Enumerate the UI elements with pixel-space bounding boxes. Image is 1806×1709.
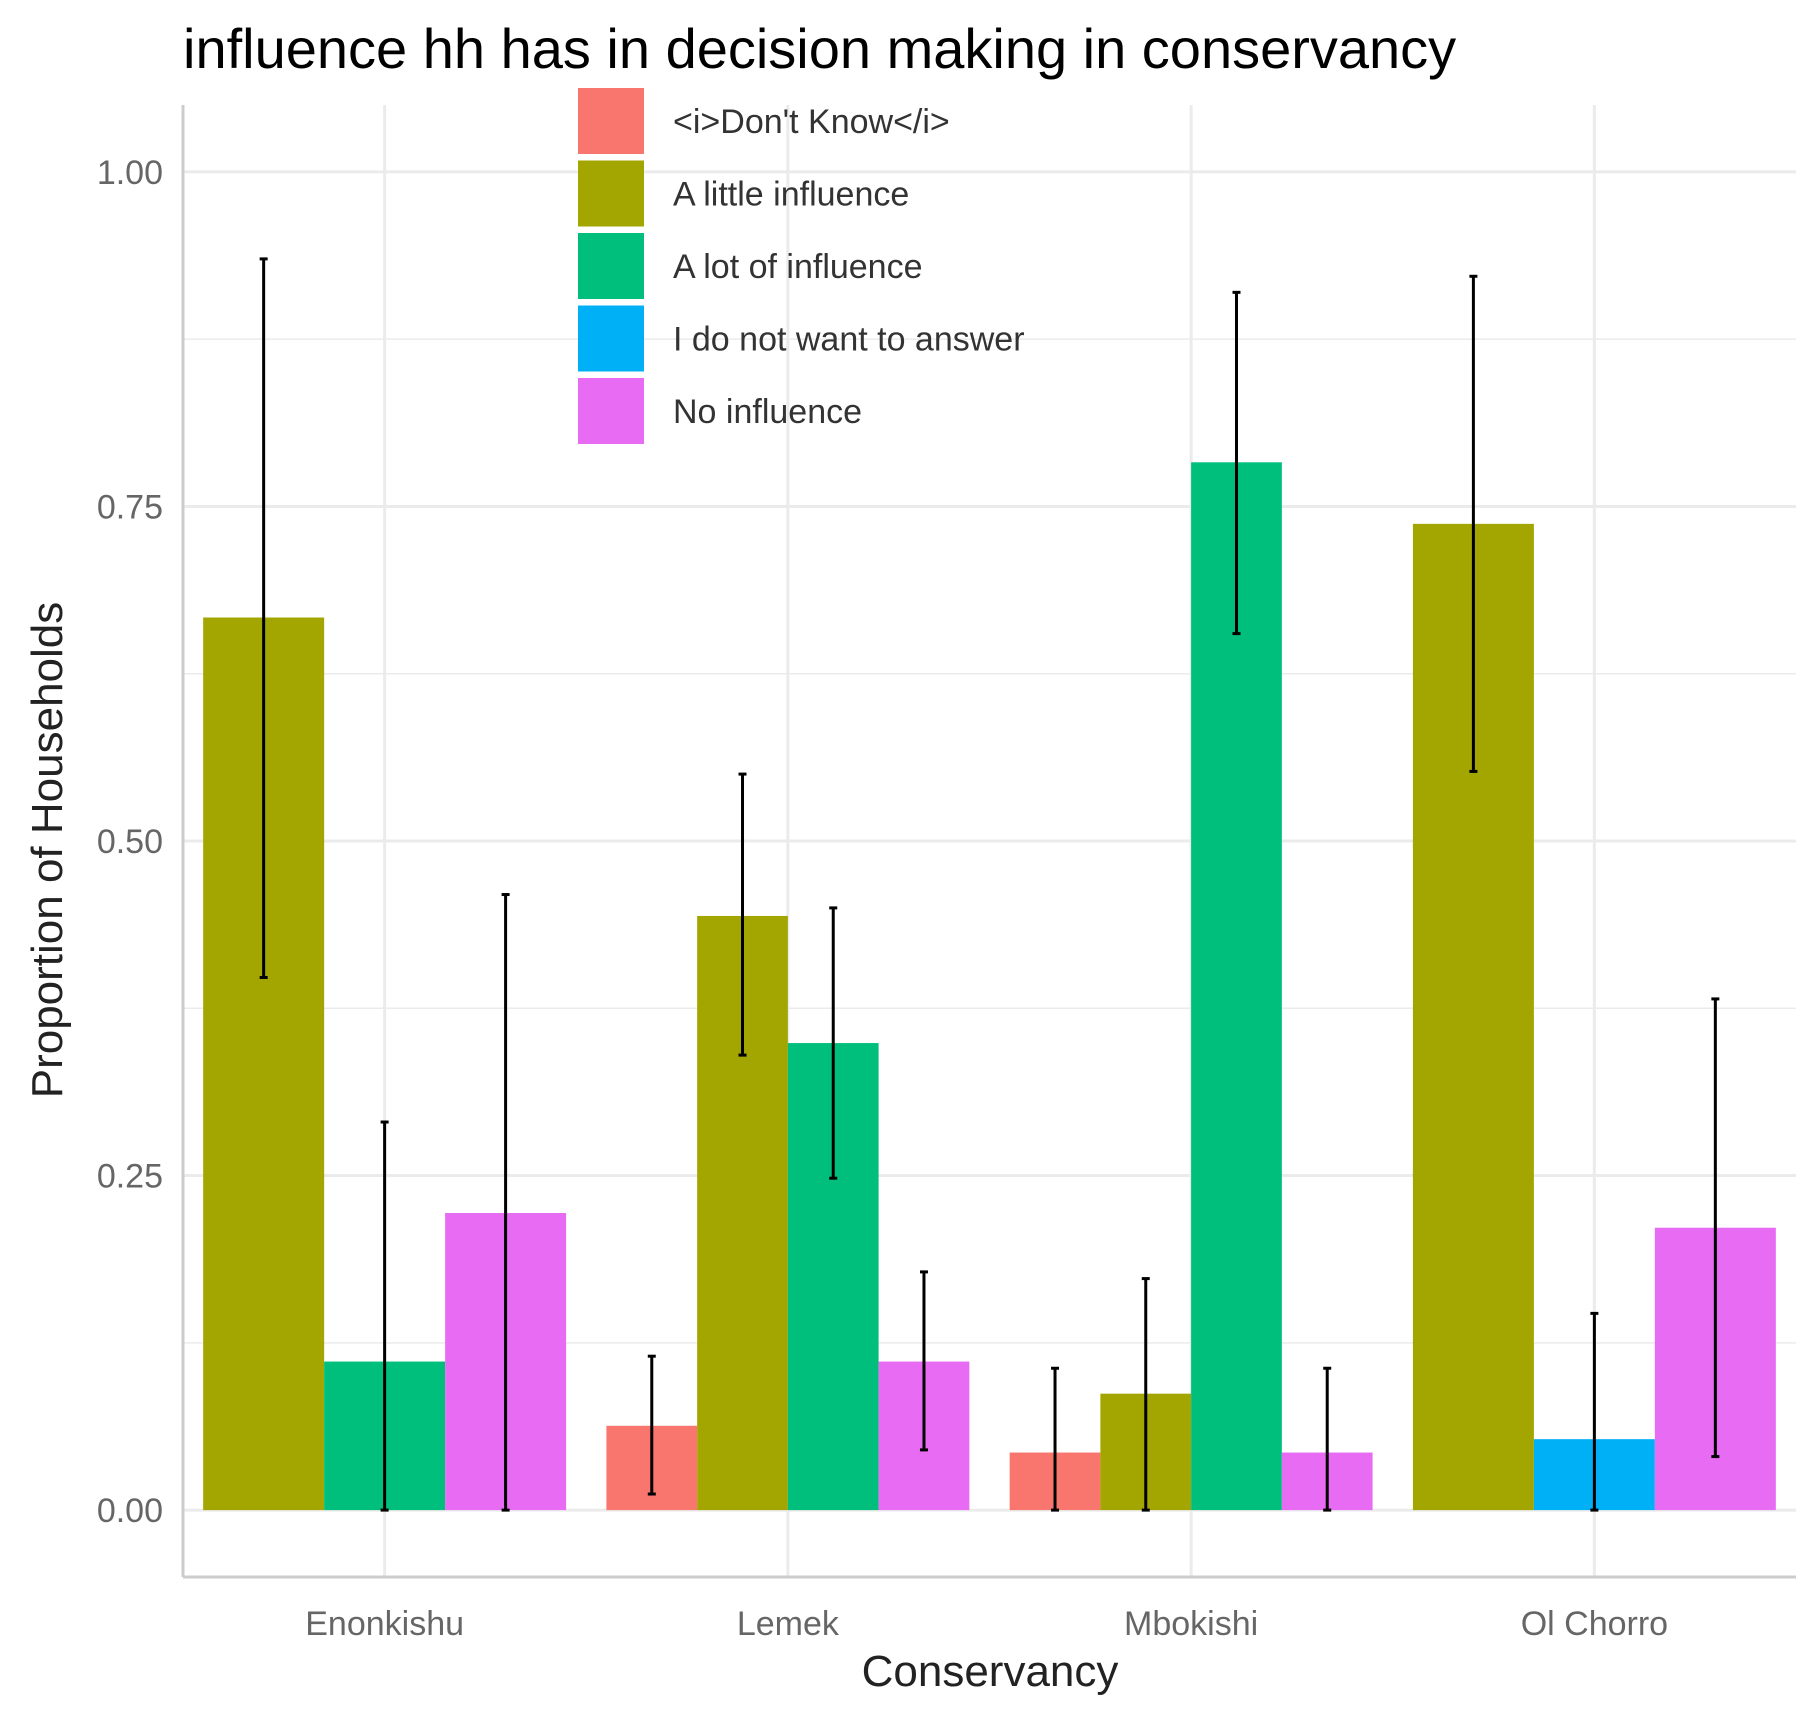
bar xyxy=(1191,462,1282,1511)
legend-label: No influence xyxy=(673,393,862,431)
legend-key xyxy=(578,378,644,444)
x-tick-label: Mbokishi xyxy=(1124,1605,1258,1643)
legend: <i>Don't Know</i> A little influence A lot… xyxy=(578,88,1025,444)
x-tick-label: Ol Chorro xyxy=(1521,1605,1668,1643)
y-tick-label: 1.00 xyxy=(97,154,163,192)
legend-label: I do not want to answer xyxy=(673,321,1025,359)
x-tick-label: Enonkishu xyxy=(305,1605,464,1643)
y-axis-title: Proportion of Households xyxy=(23,602,72,1099)
y-tick-label: 0.75 xyxy=(97,488,163,526)
axes: 0.00 0.25 0.50 0.75 1.00 Enonkishu Lemek Mbokis… xyxy=(97,105,1796,1643)
legend-key xyxy=(578,233,644,299)
x-tick-label: Lemek xyxy=(737,1605,840,1643)
y-tick-label: 0.25 xyxy=(97,1158,163,1196)
error-bars xyxy=(259,257,1720,1512)
y-tick-label: 0.00 xyxy=(97,1492,163,1530)
bars xyxy=(203,462,1776,1511)
chart-title: influence hh has in decision making in c… xyxy=(183,17,1456,80)
x-axis-title: Conservancy xyxy=(862,1647,1119,1696)
legend-key xyxy=(578,160,644,227)
legend-label: A lot of influence xyxy=(673,248,923,286)
legend-label: <i>Don't Know</i> xyxy=(673,103,950,141)
legend-key xyxy=(578,88,644,154)
legend-label: A little influence xyxy=(673,176,909,214)
y-tick-label: 0.50 xyxy=(97,823,163,861)
legend-key xyxy=(578,305,644,372)
